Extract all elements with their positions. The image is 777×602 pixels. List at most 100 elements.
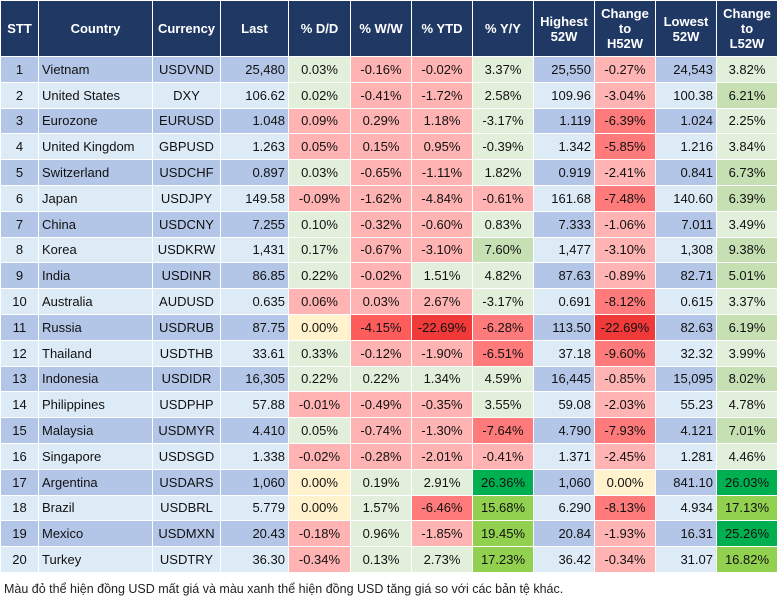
cell-currency: AUDUSD	[152, 288, 221, 315]
cell-country: Indonesia	[38, 365, 153, 393]
cell-cl: 3.99%	[716, 339, 777, 367]
cell-yy: -7.64%	[472, 417, 534, 444]
cell-ww: 0.03%	[350, 288, 412, 315]
cell-country: Vietnam	[38, 56, 153, 83]
cell-cl: 6.73%	[716, 159, 777, 186]
header-label: % YTD	[421, 21, 463, 36]
cell-country: Eurozone	[38, 107, 153, 135]
header-label: Change	[723, 6, 771, 21]
cell-high: 0.691	[533, 288, 595, 315]
header-ch[interactable]: Change to H52W	[594, 0, 656, 57]
cell-currency: USDARS	[152, 468, 221, 496]
cell-last: 0.635	[220, 288, 289, 315]
cell-high: 1.342	[533, 133, 595, 161]
cell-yy: -3.17%	[472, 107, 534, 135]
cell-cl: 5.01%	[716, 262, 777, 290]
header-country[interactable]: Country	[38, 0, 153, 57]
cell-currency: USDINR	[152, 262, 221, 290]
header-last[interactable]: Last	[220, 0, 289, 57]
cell-cl: 26.03%	[716, 468, 777, 496]
cell-ytd: -3.10%	[411, 236, 473, 264]
header-label: 52W	[672, 28, 700, 44]
cell-last: 4.410	[220, 417, 289, 444]
cell-dd: 0.03%	[288, 159, 351, 186]
cell-ch: -8.12%	[594, 288, 656, 315]
cell-low: 1,308	[655, 236, 717, 264]
cell-yy: 26.36%	[472, 468, 534, 496]
header-label: to	[740, 21, 754, 36]
cell-dd: 0.00%	[288, 494, 351, 522]
header-yy[interactable]: % Y/Y	[472, 0, 534, 57]
cell-country: Singapore	[38, 442, 153, 470]
cell-low: 55.23	[655, 391, 717, 419]
header-currency[interactable]: Currency	[152, 0, 221, 57]
cell-ch: -5.85%	[594, 133, 656, 161]
cell-last: 0.897	[220, 159, 289, 186]
cell-dd: -0.02%	[288, 442, 351, 470]
cell-ch: -2.45%	[594, 442, 656, 470]
cell-country: Japan	[38, 184, 153, 212]
cell-last: 1.338	[220, 442, 289, 470]
cell-currency: USDMXN	[152, 520, 221, 548]
cell-ww: -0.28%	[350, 442, 412, 470]
cell-dd: 0.10%	[288, 210, 351, 238]
header-cl[interactable]: Change to L52W	[716, 0, 777, 57]
cell-high: 4.790	[533, 417, 595, 444]
cell-currency: DXY	[152, 81, 221, 109]
cell-currency: USDVND	[152, 56, 221, 83]
cell-stt: 5	[0, 159, 39, 186]
cell-yy: 3.55%	[472, 391, 534, 419]
cell-ww: 0.13%	[350, 546, 412, 573]
cell-last: 20.43	[220, 520, 289, 548]
header-label: % Y/Y	[485, 21, 521, 36]
header-ytd[interactable]: % YTD	[411, 0, 473, 57]
cell-stt: 7	[0, 210, 39, 238]
cell-cl: 9.38%	[716, 236, 777, 264]
cell-last: 86.85	[220, 262, 289, 290]
cell-last: 1.263	[220, 133, 289, 161]
cell-dd: 0.03%	[288, 56, 351, 83]
header-label: STT	[7, 21, 32, 36]
header-ww[interactable]: % W/W	[350, 0, 412, 57]
cell-high: 1.371	[533, 442, 595, 470]
cell-cl: 3.84%	[716, 133, 777, 161]
table-row: 16 Singapore USDSGD 1.338 -0.02% -0.28% -2.01%…	[0, 442, 777, 470]
cell-high: 87.63	[533, 262, 595, 290]
cell-ytd: -1.11%	[411, 159, 473, 186]
cell-high: 0.919	[533, 159, 595, 186]
table-row: 10 Australia AUDUSD 0.635 0.06% 0.03% 2.67% -3.…	[0, 288, 777, 315]
header-low[interactable]: Lowest 52W	[655, 0, 717, 57]
cell-ch: -0.89%	[594, 262, 656, 290]
cell-last: 25,480	[220, 56, 289, 83]
cell-currency: USDTRY	[152, 546, 221, 573]
table-row: 5 Switzerland USDCHF 0.897 0.03% -0.65% -1.11%…	[0, 159, 777, 186]
cell-cl: 6.19%	[716, 313, 777, 341]
cell-ch: -1.93%	[594, 520, 656, 548]
cell-yy: -0.39%	[472, 133, 534, 161]
header-high[interactable]: Highest 52W	[533, 0, 595, 57]
cell-ch: -9.60%	[594, 339, 656, 367]
cell-ch: -2.03%	[594, 391, 656, 419]
table-row: 2 United States DXY 106.62 0.02% -0.41% -1.72%…	[0, 81, 777, 109]
cell-ytd: -0.35%	[411, 391, 473, 419]
cell-ww: -0.65%	[350, 159, 412, 186]
cell-ww: 0.96%	[350, 520, 412, 548]
cell-yy: 4.59%	[472, 365, 534, 393]
table-row: 12 Thailand USDTHB 33.61 0.33% -0.12% -1.90% -6…	[0, 339, 777, 367]
cell-country: Thailand	[38, 339, 153, 367]
header-dd[interactable]: % D/D	[288, 0, 351, 57]
cell-stt: 1	[0, 56, 39, 83]
cell-high: 161.68	[533, 184, 595, 212]
header-stt[interactable]: STT	[0, 0, 39, 57]
cell-ww: -0.12%	[350, 339, 412, 367]
cell-high: 20.84	[533, 520, 595, 548]
cell-country: Switzerland	[38, 159, 153, 186]
cell-ww: -0.41%	[350, 81, 412, 109]
cell-ytd: -2.01%	[411, 442, 473, 470]
header-label: Change	[601, 6, 649, 21]
cell-ch: -0.27%	[594, 56, 656, 83]
cell-country: China	[38, 210, 153, 238]
cell-ww: -0.74%	[350, 417, 412, 444]
cell-country: Turkey	[38, 546, 153, 573]
cell-cl: 8.02%	[716, 365, 777, 393]
